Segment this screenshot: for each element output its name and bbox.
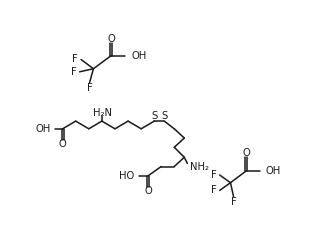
Text: S: S xyxy=(161,111,167,121)
Text: O: O xyxy=(242,148,250,158)
Text: OH: OH xyxy=(131,51,146,61)
Text: NH₂: NH₂ xyxy=(190,162,210,172)
Text: O: O xyxy=(107,34,115,44)
Text: OH: OH xyxy=(35,124,50,134)
Text: F: F xyxy=(231,197,237,207)
Text: F: F xyxy=(211,170,217,180)
Text: O: O xyxy=(144,186,152,196)
Text: OH: OH xyxy=(266,166,281,176)
Text: F: F xyxy=(71,67,77,77)
Text: F: F xyxy=(87,83,92,93)
Text: S: S xyxy=(151,111,157,121)
Text: HO: HO xyxy=(119,171,134,181)
Text: O: O xyxy=(59,139,67,149)
Text: F: F xyxy=(211,185,217,195)
Text: H₂N: H₂N xyxy=(93,108,112,118)
Text: F: F xyxy=(72,54,78,64)
